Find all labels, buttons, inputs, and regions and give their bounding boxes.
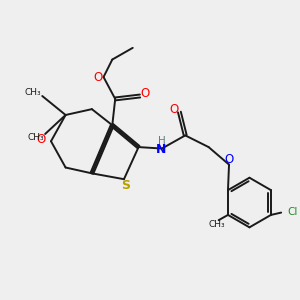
Text: N: N: [156, 143, 166, 157]
Text: O: O: [224, 153, 234, 166]
Text: O: O: [169, 103, 179, 116]
Text: O: O: [37, 133, 46, 146]
Text: CH₃: CH₃: [24, 88, 41, 97]
Text: CH₃: CH₃: [208, 220, 225, 229]
Text: CH₃: CH₃: [27, 133, 44, 142]
Text: H: H: [158, 136, 166, 146]
Text: S: S: [121, 179, 130, 192]
Text: Cl: Cl: [288, 207, 298, 217]
Text: O: O: [94, 70, 103, 83]
Text: O: O: [141, 87, 150, 100]
